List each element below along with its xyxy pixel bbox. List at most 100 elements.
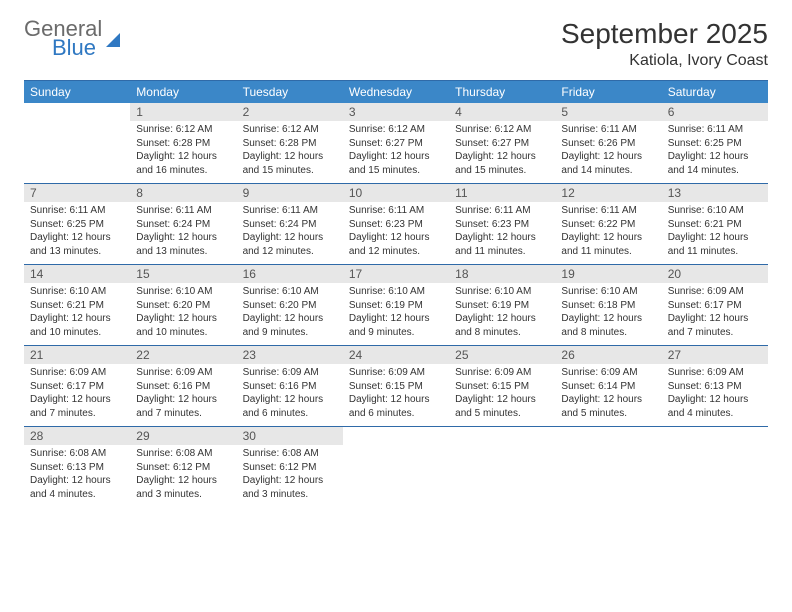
day-body: Sunrise: 6:11 AMSunset: 6:25 PMDaylight:… [24, 202, 130, 258]
day-number: 19 [555, 265, 661, 283]
day-body: Sunrise: 6:09 AMSunset: 6:13 PMDaylight:… [662, 364, 768, 420]
day-cell: 14Sunrise: 6:10 AMSunset: 6:21 PMDayligh… [24, 265, 130, 345]
day-cell: 3Sunrise: 6:12 AMSunset: 6:27 PMDaylight… [343, 103, 449, 183]
dow-cell: Thursday [449, 81, 555, 103]
sunrise-line: Sunrise: 6:08 AM [136, 447, 230, 461]
sunset-line: Sunset: 6:20 PM [243, 299, 337, 313]
sunset-line: Sunset: 6:18 PM [561, 299, 655, 313]
day-cell: 1Sunrise: 6:12 AMSunset: 6:28 PMDaylight… [130, 103, 236, 183]
sunset-line: Sunset: 6:27 PM [349, 137, 443, 151]
day-number: 17 [343, 265, 449, 283]
day-cell: 30 Sunrise: 6:08 AMSunset: 6:12 PMDayligh… [237, 427, 343, 507]
daylight-line: Daylight: 12 hours and 7 minutes. [30, 393, 124, 420]
dow-cell: Saturday [662, 81, 768, 103]
sunrise-line: Sunrise: 6:09 AM [455, 366, 549, 380]
sunset-line: Sunset: 6:12 PM [243, 461, 337, 475]
day-cell: 10Sunrise: 6:11 AMSunset: 6:23 PMDayligh… [343, 184, 449, 264]
daylight-line: Daylight: 12 hours and 8 minutes. [561, 312, 655, 339]
day-body: Sunrise: 6:10 AMSunset: 6:19 PMDaylight:… [343, 283, 449, 339]
week-row: 21Sunrise: 6:09 AMSunset: 6:17 PMDayligh… [24, 345, 768, 426]
day-body: Sunrise: 6:08 AMSunset: 6:12 PMDaylight:… [130, 445, 236, 501]
dow-row: SundayMondayTuesdayWednesdayThursdayFrid… [24, 81, 768, 103]
sunset-line: Sunset: 6:21 PM [668, 218, 762, 232]
daylight-line: Daylight: 12 hours and 6 minutes. [349, 393, 443, 420]
day-cell: 19Sunrise: 6:10 AMSunset: 6:18 PMDayligh… [555, 265, 661, 345]
sunset-line: Sunset: 6:16 PM [243, 380, 337, 394]
daylight-line: Daylight: 12 hours and 11 minutes. [668, 231, 762, 258]
sunrise-line: Sunrise: 6:10 AM [455, 285, 549, 299]
week-row: 7Sunrise: 6:11 AMSunset: 6:25 PMDaylight… [24, 183, 768, 264]
daylight-line: Daylight: 12 hours and 7 minutes. [668, 312, 762, 339]
day-cell: 2Sunrise: 6:12 AMSunset: 6:28 PMDaylight… [237, 103, 343, 183]
sunrise-line: Sunrise: 6:09 AM [668, 366, 762, 380]
daylight-line: Daylight: 12 hours and 3 minutes. [243, 474, 337, 501]
sunrise-line: Sunrise: 6:08 AM [243, 447, 337, 461]
day-number: 5 [555, 103, 661, 121]
sunset-line: Sunset: 6:19 PM [455, 299, 549, 313]
dow-cell: Friday [555, 81, 661, 103]
sunset-line: Sunset: 6:17 PM [668, 299, 762, 313]
day-number: 25 [449, 346, 555, 364]
day-body: Sunrise: 6:11 AMSunset: 6:23 PMDaylight:… [343, 202, 449, 258]
day-cell: 11Sunrise: 6:11 AMSunset: 6:23 PMDayligh… [449, 184, 555, 264]
brand-triangle-icon [106, 33, 120, 47]
sunset-line: Sunset: 6:16 PM [136, 380, 230, 394]
day-body: Sunrise: 6:10 AMSunset: 6:19 PMDaylight:… [449, 283, 555, 339]
sunset-line: Sunset: 6:25 PM [30, 218, 124, 232]
sunrise-line: Sunrise: 6:11 AM [668, 123, 762, 137]
day-cell: 5Sunrise: 6:11 AMSunset: 6:26 PMDaylight… [555, 103, 661, 183]
sunset-line: Sunset: 6:17 PM [30, 380, 124, 394]
sunset-line: Sunset: 6:12 PM [136, 461, 230, 475]
sunrise-line: Sunrise: 6:08 AM [30, 447, 124, 461]
day-cell: 17Sunrise: 6:10 AMSunset: 6:19 PMDayligh… [343, 265, 449, 345]
sunrise-line: Sunrise: 6:09 AM [349, 366, 443, 380]
daylight-line: Daylight: 12 hours and 3 minutes. [136, 474, 230, 501]
daylight-line: Daylight: 12 hours and 15 minutes. [349, 150, 443, 177]
sunrise-line: Sunrise: 6:12 AM [455, 123, 549, 137]
day-number: 30 [237, 427, 343, 445]
day-body: Sunrise: 6:12 AMSunset: 6:28 PMDaylight:… [130, 121, 236, 177]
day-cell: 27Sunrise: 6:09 AMSunset: 6:13 PMDayligh… [662, 346, 768, 426]
day-cell: . [343, 427, 449, 507]
day-cell: 20Sunrise: 6:09 AMSunset: 6:17 PMDayligh… [662, 265, 768, 345]
daylight-line: Daylight: 12 hours and 13 minutes. [30, 231, 124, 258]
daylight-line: Daylight: 12 hours and 6 minutes. [243, 393, 337, 420]
day-cell: 29Sunrise: 6:08 AMSunset: 6:12 PMDayligh… [130, 427, 236, 507]
sunrise-line: Sunrise: 6:10 AM [668, 204, 762, 218]
sunrise-line: Sunrise: 6:10 AM [349, 285, 443, 299]
day-cell: . [449, 427, 555, 507]
dow-cell: Tuesday [237, 81, 343, 103]
day-body: Sunrise: 6:09 AMSunset: 6:16 PMDaylight:… [237, 364, 343, 420]
day-cell: 18Sunrise: 6:10 AMSunset: 6:19 PMDayligh… [449, 265, 555, 345]
sunset-line: Sunset: 6:23 PM [455, 218, 549, 232]
sunset-line: Sunset: 6:15 PM [349, 380, 443, 394]
daylight-line: Daylight: 12 hours and 10 minutes. [30, 312, 124, 339]
day-number: 23 [237, 346, 343, 364]
sunset-line: Sunset: 6:23 PM [349, 218, 443, 232]
week-row: 28Sunrise: 6:08 AMSunset: 6:13 PMDayligh… [24, 426, 768, 507]
sunrise-line: Sunrise: 6:11 AM [561, 204, 655, 218]
sunrise-line: Sunrise: 6:10 AM [30, 285, 124, 299]
sunrise-line: Sunrise: 6:09 AM [243, 366, 337, 380]
sunset-line: Sunset: 6:26 PM [561, 137, 655, 151]
weeks-container: .1Sunrise: 6:12 AMSunset: 6:28 PMDayligh… [24, 103, 768, 507]
day-number: 6 [662, 103, 768, 121]
day-number: 29 [130, 427, 236, 445]
sunset-line: Sunset: 6:13 PM [668, 380, 762, 394]
sunrise-line: Sunrise: 6:11 AM [30, 204, 124, 218]
day-number: 1 [130, 103, 236, 121]
daylight-line: Daylight: 12 hours and 5 minutes. [455, 393, 549, 420]
day-cell: 12Sunrise: 6:11 AMSunset: 6:22 PMDayligh… [555, 184, 661, 264]
day-number: 24 [343, 346, 449, 364]
day-body: Sunrise: 6:09 AMSunset: 6:14 PMDaylight:… [555, 364, 661, 420]
sunset-line: Sunset: 6:25 PM [668, 137, 762, 151]
day-number: 16 [237, 265, 343, 283]
week-row: 14Sunrise: 6:10 AMSunset: 6:21 PMDayligh… [24, 264, 768, 345]
daylight-line: Daylight: 12 hours and 16 minutes. [136, 150, 230, 177]
day-number: 2 [237, 103, 343, 121]
sunset-line: Sunset: 6:28 PM [136, 137, 230, 151]
sunrise-line: Sunrise: 6:12 AM [136, 123, 230, 137]
brand-line2: Blue [52, 37, 102, 59]
day-body: Sunrise: 6:09 AMSunset: 6:15 PMDaylight:… [449, 364, 555, 420]
day-body: Sunrise: 6:11 AMSunset: 6:25 PMDaylight:… [662, 121, 768, 177]
